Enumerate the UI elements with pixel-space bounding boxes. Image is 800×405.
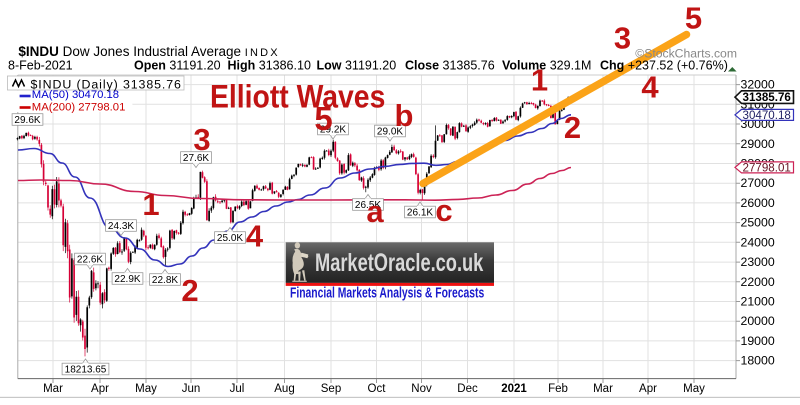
svg-text:Dec: Dec [457, 383, 478, 395]
svg-text:MA(200) 27798.01: MA(200) 27798.01 [32, 102, 126, 114]
svg-text:Elliott Waves: Elliott Waves [210, 80, 385, 115]
svg-text:26.1K: 26.1K [407, 208, 433, 219]
svg-text:b: b [395, 98, 414, 133]
svg-text:29.2K: 29.2K [320, 125, 346, 136]
svg-text:a: a [366, 194, 384, 229]
svg-text:$INDU (Daily) 31385.76: $INDU (Daily) 31385.76 [31, 77, 182, 91]
svg-text:26.5K: 26.5K [355, 200, 381, 211]
svg-text:27000: 27000 [741, 176, 775, 190]
svg-text:25000: 25000 [741, 216, 775, 230]
svg-text:Open 31191.20 High 31386.10 Lo: Open 31191.20 High 31386.10 Low 31191.20… [134, 59, 728, 73]
svg-text:Mar: Mar [43, 383, 63, 395]
svg-text:22.6K: 22.6K [77, 255, 103, 266]
svg-text:32000: 32000 [741, 78, 775, 92]
svg-text:18213.65: 18213.65 [65, 365, 107, 376]
svg-text:8-Feb-2021: 8-Feb-2021 [8, 59, 73, 73]
svg-text:May: May [683, 383, 705, 395]
svg-text:Apr: Apr [91, 383, 109, 395]
svg-text:Nov: Nov [411, 383, 432, 395]
svg-text:22.8K: 22.8K [152, 275, 178, 286]
svg-text:24.3K: 24.3K [108, 221, 134, 232]
svg-text:Feb: Feb [548, 383, 568, 395]
svg-text:27.6K: 27.6K [183, 153, 209, 164]
svg-text:1: 1 [142, 187, 159, 222]
svg-text:23000: 23000 [741, 255, 775, 269]
svg-text:MarketOracle.co.uk: MarketOracle.co.uk [315, 248, 484, 277]
svg-text:29.6K: 29.6K [14, 115, 40, 126]
svg-text:Apr: Apr [639, 383, 657, 395]
svg-text:c: c [435, 193, 452, 228]
svg-text:4: 4 [246, 219, 264, 254]
svg-text:Mar: Mar [593, 383, 613, 395]
svg-text:5: 5 [685, 1, 702, 36]
svg-text:4: 4 [641, 70, 659, 105]
svg-text:31385.76: 31385.76 [743, 91, 792, 104]
svg-text:May: May [135, 383, 157, 395]
svg-text:©StockCharts.com: ©StockCharts.com [635, 47, 737, 61]
svg-text:Oct: Oct [368, 383, 387, 395]
svg-text:18000: 18000 [741, 354, 775, 368]
svg-text:2: 2 [181, 273, 198, 308]
svg-text:Jul: Jul [230, 383, 245, 395]
svg-text:19000: 19000 [741, 334, 775, 348]
svg-text:Sep: Sep [321, 383, 341, 395]
svg-text:24000: 24000 [741, 235, 775, 249]
svg-text:1: 1 [531, 63, 548, 98]
svg-text:27798.01: 27798.01 [743, 161, 791, 174]
svg-text:29000: 29000 [741, 137, 775, 151]
svg-text:2: 2 [564, 110, 581, 145]
svg-text:22.9K: 22.9K [114, 274, 140, 285]
svg-text:Aug: Aug [274, 383, 294, 395]
svg-text:Jun: Jun [182, 383, 201, 395]
svg-text:21000: 21000 [741, 295, 775, 309]
svg-text:20000: 20000 [741, 314, 775, 328]
svg-text:22000: 22000 [741, 275, 775, 289]
svg-text:2021: 2021 [501, 383, 527, 395]
svg-text:$INDU Dow Jones Industrial Ave: $INDU Dow Jones Industrial Average INDX [18, 44, 279, 59]
svg-text:Financial Markets Analysis & F: Financial Markets Analysis & Forecasts [290, 285, 484, 301]
svg-text:30470.18: 30470.18 [743, 109, 791, 122]
svg-text:29.0K: 29.0K [377, 127, 403, 138]
svg-text:3: 3 [193, 122, 210, 157]
svg-text:25.0K: 25.0K [217, 233, 243, 244]
svg-text:5: 5 [314, 100, 332, 137]
svg-text:3: 3 [614, 21, 631, 56]
svg-text:26000: 26000 [741, 196, 775, 210]
svg-text:MA(50) 30470.18: MA(50) 30470.18 [32, 89, 119, 101]
